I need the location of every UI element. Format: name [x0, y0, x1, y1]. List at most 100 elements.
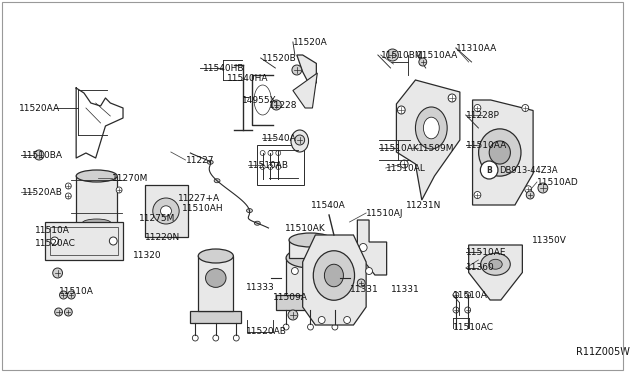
Text: 11510AA: 11510AA: [466, 141, 507, 150]
Polygon shape: [190, 311, 241, 323]
Circle shape: [109, 237, 117, 245]
Polygon shape: [45, 222, 123, 260]
Text: 11510AK: 11510AK: [379, 144, 420, 153]
Circle shape: [522, 105, 529, 112]
Ellipse shape: [489, 141, 510, 164]
Bar: [257, 145, 303, 185]
Circle shape: [400, 160, 408, 168]
Ellipse shape: [153, 198, 179, 224]
Text: 11310AA: 11310AA: [456, 44, 497, 52]
Circle shape: [448, 94, 456, 102]
Text: R11Z005W: R11Z005W: [576, 347, 630, 357]
Circle shape: [465, 307, 470, 313]
Text: 11510A: 11510A: [35, 225, 70, 234]
Polygon shape: [396, 80, 460, 200]
Polygon shape: [357, 220, 387, 275]
Circle shape: [193, 335, 198, 341]
Circle shape: [525, 186, 532, 193]
Ellipse shape: [254, 221, 260, 225]
Text: 11520A: 11520A: [293, 38, 328, 46]
Text: 11275M: 11275M: [139, 214, 175, 222]
Text: 11231N: 11231N: [406, 201, 442, 209]
Circle shape: [67, 291, 75, 299]
Circle shape: [260, 164, 265, 170]
Circle shape: [291, 267, 298, 275]
Polygon shape: [293, 73, 317, 108]
Text: 11320: 11320: [134, 250, 162, 260]
Circle shape: [344, 317, 351, 324]
Circle shape: [65, 183, 71, 189]
Polygon shape: [297, 55, 316, 83]
Polygon shape: [468, 245, 522, 300]
Text: 11360: 11360: [466, 263, 495, 273]
Text: 11510AC: 11510AC: [453, 324, 494, 333]
Circle shape: [52, 268, 63, 278]
Text: 11510AE: 11510AE: [466, 247, 506, 257]
Circle shape: [260, 151, 265, 155]
Ellipse shape: [207, 160, 213, 164]
Circle shape: [54, 308, 63, 316]
Text: 11510AA: 11510AA: [417, 51, 458, 60]
Circle shape: [271, 100, 281, 110]
Circle shape: [526, 191, 534, 199]
Circle shape: [365, 267, 372, 275]
Polygon shape: [286, 258, 335, 295]
Text: 11509A: 11509A: [273, 294, 308, 302]
Circle shape: [276, 164, 281, 170]
Circle shape: [60, 291, 67, 299]
Circle shape: [359, 244, 367, 251]
Polygon shape: [76, 176, 117, 223]
Text: 11510AJ: 11510AJ: [366, 208, 404, 218]
Text: 11520AA: 11520AA: [19, 103, 61, 112]
Circle shape: [387, 49, 398, 61]
Ellipse shape: [314, 251, 355, 300]
Circle shape: [283, 324, 289, 330]
Text: 14955X: 14955X: [242, 96, 277, 105]
Text: 11510A: 11510A: [453, 291, 488, 299]
Circle shape: [538, 183, 548, 193]
Circle shape: [65, 193, 71, 199]
Circle shape: [308, 324, 314, 330]
Circle shape: [474, 105, 481, 112]
Circle shape: [483, 165, 493, 175]
Ellipse shape: [489, 259, 502, 269]
Text: 11227: 11227: [186, 155, 214, 164]
Text: 11540HB: 11540HB: [203, 64, 244, 73]
Text: 11510AH: 11510AH: [182, 203, 223, 212]
Circle shape: [397, 106, 405, 114]
Circle shape: [453, 307, 459, 313]
Text: 11510BM: 11510BM: [381, 51, 424, 60]
Ellipse shape: [198, 249, 234, 263]
Ellipse shape: [324, 264, 344, 287]
Text: DB913-44Z3A: DB913-44Z3A: [499, 166, 557, 174]
Circle shape: [474, 192, 481, 199]
Circle shape: [234, 335, 239, 341]
Text: 11220N: 11220N: [145, 232, 180, 241]
Text: 11520B: 11520B: [262, 54, 296, 62]
Ellipse shape: [76, 170, 117, 182]
Ellipse shape: [83, 219, 111, 227]
Text: 11520AB: 11520AB: [246, 327, 287, 337]
Text: 11510AL: 11510AL: [386, 164, 426, 173]
Circle shape: [318, 317, 325, 324]
Polygon shape: [289, 240, 332, 258]
Text: 11270M: 11270M: [112, 173, 148, 183]
Circle shape: [213, 335, 219, 341]
Circle shape: [65, 308, 72, 316]
Ellipse shape: [289, 233, 332, 247]
Circle shape: [268, 151, 273, 155]
Ellipse shape: [205, 269, 226, 288]
Circle shape: [453, 292, 459, 298]
Text: 11331: 11331: [390, 285, 419, 295]
Text: 11227+A: 11227+A: [178, 193, 220, 202]
Text: 11510AD: 11510AD: [537, 177, 579, 186]
Polygon shape: [303, 235, 366, 325]
Ellipse shape: [286, 248, 335, 268]
Polygon shape: [198, 256, 234, 311]
Circle shape: [51, 237, 59, 245]
Circle shape: [465, 292, 470, 298]
Text: 11540A: 11540A: [262, 134, 296, 142]
Circle shape: [34, 150, 44, 160]
Circle shape: [419, 58, 427, 66]
Circle shape: [276, 151, 281, 155]
